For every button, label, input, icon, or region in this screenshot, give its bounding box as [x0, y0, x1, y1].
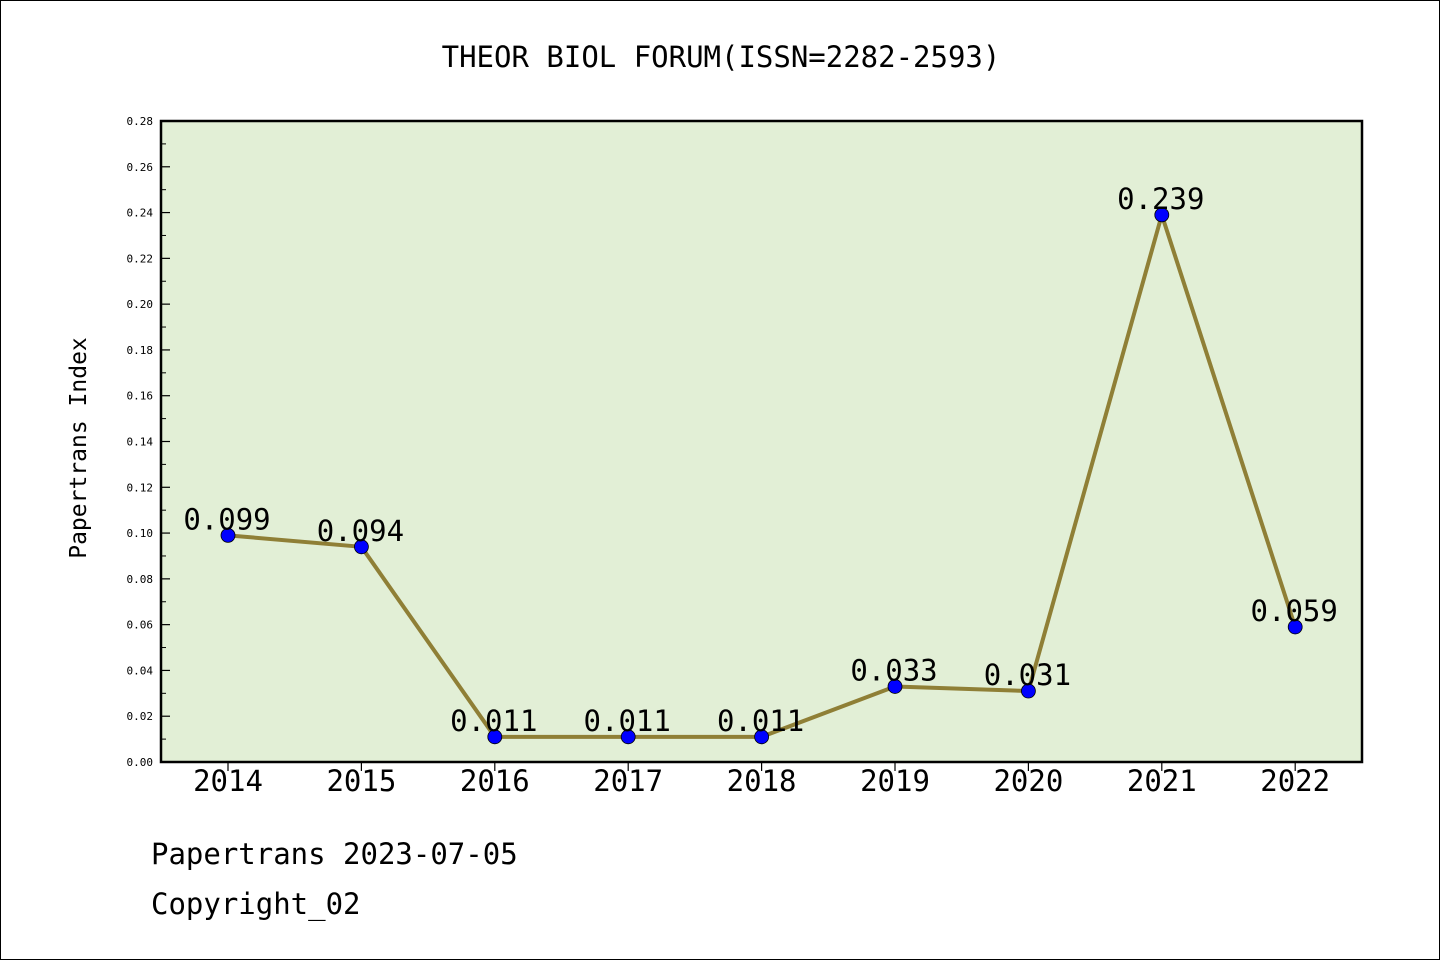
chart-title: THEOR BIOL FORUM(ISSN=2282-2593)	[442, 40, 1001, 74]
data-label: 0.239	[1117, 182, 1204, 216]
plot-frame	[159, 119, 1364, 764]
x-tick-label: 2022	[1260, 764, 1330, 798]
y-tick-label: 0.20	[127, 298, 154, 311]
y-tick-label: 0.24	[127, 207, 154, 220]
data-point	[353, 539, 369, 555]
data-label: 0.011	[450, 704, 537, 738]
y-tick-label: 0.26	[127, 161, 154, 174]
y-tick-label: 0.08	[127, 573, 154, 586]
footer-copyright: Copyright_02	[151, 887, 361, 921]
y-tick-label: 0.14	[127, 436, 154, 449]
data-label: 0.031	[984, 658, 1071, 692]
data-label: 0.094	[317, 514, 404, 548]
x-tick-label: 2015	[326, 764, 396, 798]
x-tick-label: 2019	[860, 764, 930, 798]
y-tick-label: 0.10	[127, 527, 154, 540]
plot-area	[161, 121, 1362, 762]
x-tick-label: 2017	[593, 764, 663, 798]
y-tick-label: 0.18	[127, 344, 154, 357]
x-tick-label: 2020	[993, 764, 1063, 798]
y-tick-label: 0.22	[127, 252, 154, 265]
x-tick-label: 2014	[193, 764, 263, 798]
data-point	[620, 729, 636, 745]
y-tick-label: 0.04	[127, 664, 154, 677]
y-axis-label: Papertrans Index	[66, 337, 92, 559]
x-tick-label: 2021	[1127, 764, 1197, 798]
data-label: 0.059	[1251, 594, 1338, 628]
data-point	[887, 679, 903, 694]
data-point	[487, 729, 503, 745]
data-label: 0.099	[183, 502, 270, 536]
data-point	[1021, 683, 1036, 699]
y-tick-label: 0.06	[127, 619, 154, 632]
data-label: 0.011	[717, 704, 804, 738]
y-tick-label: 0.12	[127, 481, 154, 494]
data-label: 0.011	[584, 704, 671, 738]
data-point	[1154, 207, 1170, 223]
y-tick-label: 0.28	[127, 115, 154, 128]
x-tick-label: 2016	[460, 764, 530, 798]
y-tick-label: 0.16	[127, 390, 154, 403]
x-tick-label: 2018	[727, 764, 797, 798]
y-tick-label: 0.00	[127, 756, 154, 769]
footer-date: Papertrans 2023-07-05	[151, 837, 518, 871]
data-point	[754, 729, 769, 745]
data-point	[1287, 619, 1303, 635]
data-point	[220, 527, 236, 543]
data-label: 0.033	[850, 653, 937, 687]
y-tick-label: 0.02	[127, 710, 154, 723]
